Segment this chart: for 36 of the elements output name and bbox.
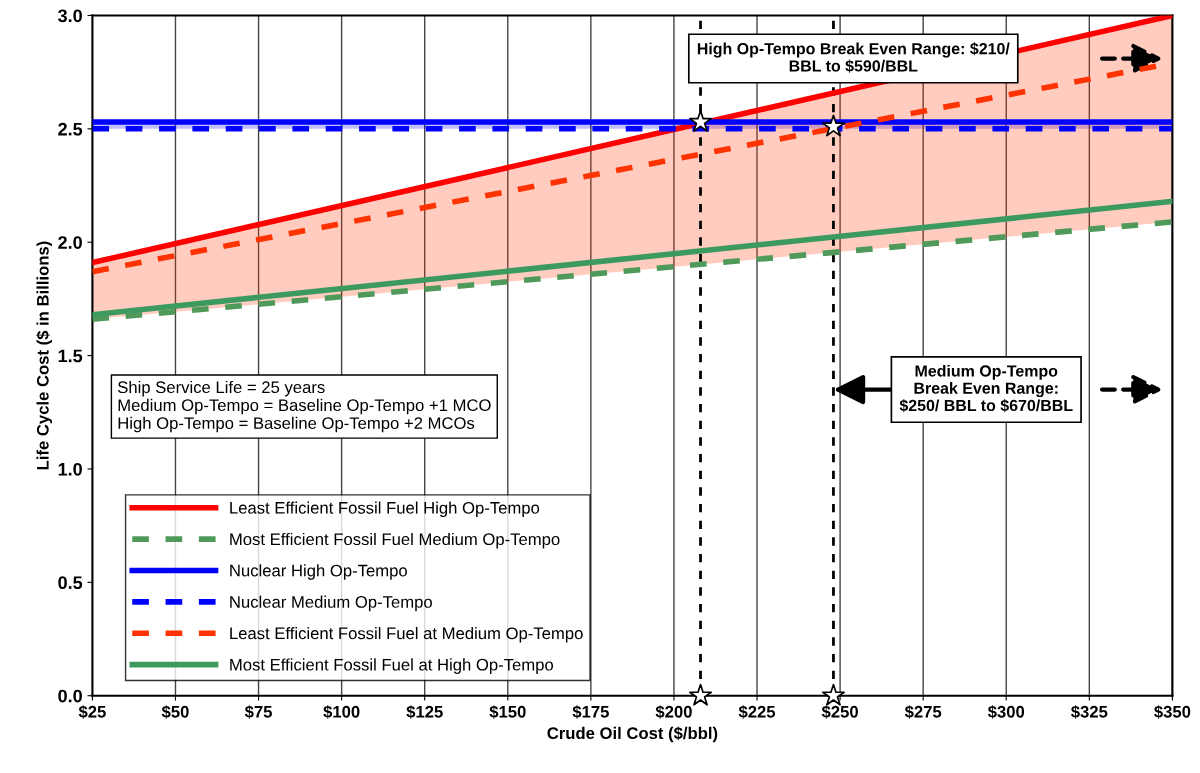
y-tick-label: 3.0: [58, 9, 82, 23]
y-tick-label: 1.5: [58, 349, 83, 363]
point: [689, 683, 713, 706]
annotation: Medium Op-Tempo Break Even Range: $250/ BBL to $670/BBL: [899, 364, 1073, 413]
x-tick-label: $225: [738, 705, 776, 719]
y-tick-label: 0.5: [58, 576, 83, 590]
x-tick-label: $350: [1154, 705, 1191, 719]
y-tick-label: 2.0: [58, 236, 82, 249]
y-tick-label: 2.5: [58, 122, 83, 136]
legend-label: Least Efficient Fossil Fuel at Medium Op-Tempo: [230, 626, 583, 643]
annotation: High Op-Tempo Break Even Range: $210/ BBL to $590/BBL: [697, 42, 1010, 73]
point: [821, 683, 845, 706]
x-tick-label: $125: [406, 705, 443, 719]
x-tick-label: $75: [244, 705, 272, 719]
legend-label: Most Efficient Fossil Fuel Medium Op-Tempo: [230, 532, 560, 549]
legend-label: Most Efficient Fossil Fuel at High Op-Tempo: [230, 658, 554, 674]
x-tick-label: $200: [655, 705, 692, 719]
x-tick-label: $275: [904, 705, 942, 719]
legend-label: Nuclear High Op-Tempo: [230, 564, 407, 580]
annotation: Ship Service Life = 25 years Medium Op-Tempo = Baseline Op-Tempo +1 MCO High Op-Tempo = Baseline Op-Tempo +2 MCOs: [118, 380, 491, 433]
y-tick-label: 0.0: [58, 689, 82, 703]
y-tick-label: 1.0: [58, 462, 82, 476]
x-tick-label: $250: [821, 705, 858, 719]
x-tick-label: $175: [572, 705, 609, 719]
x-tick-label: $150: [489, 705, 526, 719]
x-axis-title: Crude Oil Cost ($/bbl): [547, 726, 718, 743]
x-tick-label: $25: [78, 705, 106, 719]
x-tick-label: $50: [161, 705, 189, 719]
x-tick-label: $100: [323, 705, 360, 719]
point: [689, 109, 713, 132]
y-axis-title: Life Cycle Cost ($ in Billions): [36, 241, 53, 470]
legend-label: Nuclear Medium Op-Tempo: [230, 595, 432, 612]
legend-label: Least Efficient Fossil Fuel High Op-Tempo: [230, 501, 540, 518]
x-tick-label: $300: [987, 705, 1025, 719]
point: [821, 114, 845, 137]
x-tick-label: $325: [1071, 705, 1108, 719]
